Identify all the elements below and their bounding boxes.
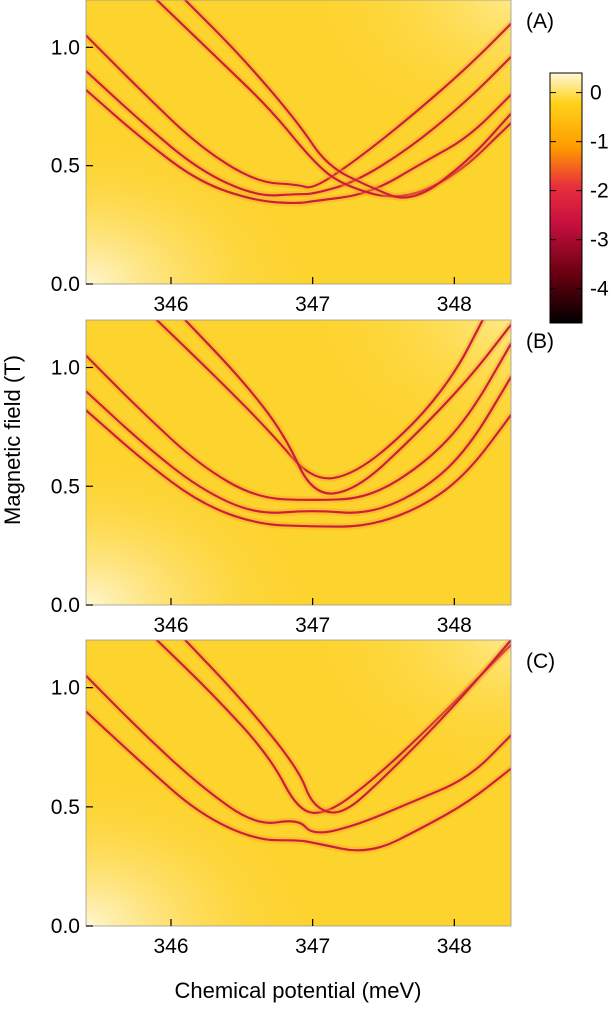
panel-c: 0.0 0.5 1.0 346 347 348 (C) <box>51 639 555 958</box>
plot-frame <box>85 0 512 285</box>
x-tick-label: 348 <box>437 293 472 316</box>
plot-frame <box>85 319 512 606</box>
resonance-line <box>86 409 511 528</box>
resonance-line <box>86 342 511 502</box>
x-axis-title: Chemical potential (meV) <box>175 978 422 1003</box>
resonance-line <box>86 674 511 834</box>
y-tick-label: 0.0 <box>51 594 80 617</box>
y-tick-label: 0.5 <box>51 155 80 178</box>
y-tick-label: 0.0 <box>51 915 80 938</box>
y-tick-label: 1.0 <box>51 36 80 59</box>
resonance-line <box>184 0 511 199</box>
colorbar-tick-label: -2 <box>590 180 609 203</box>
resonance-line <box>155 0 511 198</box>
panel-b: 0.0 0.5 1.0 346 347 348 (B) <box>51 319 554 637</box>
y-tick-label: 0.0 <box>51 273 80 296</box>
x-tick-label: 347 <box>295 614 330 637</box>
colorbar-gradient <box>549 72 583 324</box>
panel-label: (B) <box>526 330 554 353</box>
resonance-line <box>86 22 511 189</box>
plot-frame <box>85 639 512 927</box>
heatmap-glow <box>86 640 511 926</box>
resonance-line <box>184 320 511 495</box>
panel-a: 0.0 0.5 1.0 346 347 348 (A) <box>51 0 554 316</box>
resonance-line <box>86 55 511 197</box>
x-tick-label: 346 <box>153 935 188 958</box>
y-tick-label: 0.5 <box>51 475 80 498</box>
x-tick-label: 347 <box>295 935 330 958</box>
colorbar-tick-label: -3 <box>590 229 609 252</box>
colorbar: 0 -1 -2 -3 -4 <box>549 72 609 324</box>
colorbar-tick-label: -1 <box>590 131 609 154</box>
resonance-line <box>86 375 511 514</box>
colorbar-tick-label: -4 <box>590 278 609 301</box>
panel-label: (C) <box>526 650 555 673</box>
y-tick-label: 0.5 <box>51 796 80 819</box>
x-tick-label: 346 <box>153 614 188 637</box>
resonance-line <box>86 88 511 205</box>
x-tick-label: 346 <box>153 293 188 316</box>
x-tick-label: 348 <box>437 935 472 958</box>
x-tick-label: 347 <box>295 293 330 316</box>
y-axis-title: Magnetic field (T) <box>0 355 25 525</box>
x-tick-label: 348 <box>437 614 472 637</box>
colorbar-tick-label: 0 <box>590 82 602 105</box>
y-tick-label: 1.0 <box>51 357 80 380</box>
resonance-line <box>184 640 511 814</box>
resonance-line <box>155 320 484 480</box>
resonance-line <box>86 710 511 852</box>
y-tick-label: 1.0 <box>51 677 80 700</box>
panel-label: (A) <box>526 10 554 33</box>
